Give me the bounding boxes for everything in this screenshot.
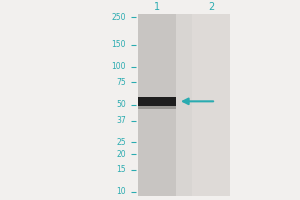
Text: 37: 37 bbox=[116, 116, 126, 125]
Text: 25: 25 bbox=[116, 138, 126, 147]
Bar bbox=[192, 14, 230, 196]
Text: 10: 10 bbox=[116, 188, 126, 196]
Text: 2: 2 bbox=[208, 2, 214, 12]
Text: 150: 150 bbox=[112, 40, 126, 49]
Bar bbox=[230, 14, 300, 196]
Bar bbox=[138, 106, 176, 109]
Bar bbox=[138, 97, 176, 106]
Text: 1: 1 bbox=[154, 2, 160, 12]
Text: 50: 50 bbox=[116, 100, 126, 109]
Bar bbox=[138, 14, 176, 196]
Bar bbox=[176, 14, 192, 196]
Text: 75: 75 bbox=[116, 78, 126, 87]
Text: 100: 100 bbox=[112, 62, 126, 71]
Text: 20: 20 bbox=[116, 150, 126, 159]
Text: 250: 250 bbox=[112, 12, 126, 21]
Text: 15: 15 bbox=[116, 165, 126, 174]
